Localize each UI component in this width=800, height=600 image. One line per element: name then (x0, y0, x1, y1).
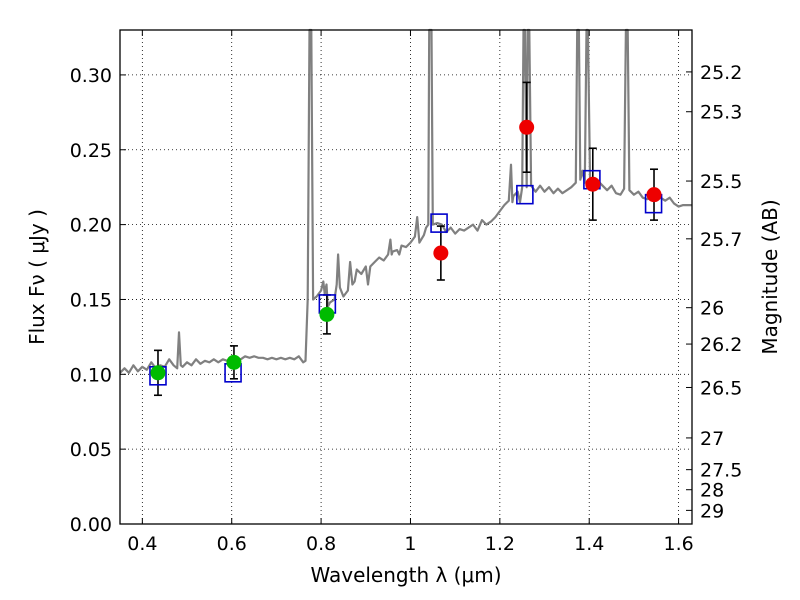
observed-point (319, 306, 335, 322)
observed-point (433, 245, 449, 261)
observed-point (646, 187, 662, 203)
y-axis-label: Flux Fν ( μJy ) (25, 209, 49, 345)
x-tick-label: 0.6 (217, 533, 247, 555)
x-tick-label: 1.4 (574, 533, 604, 555)
y-tick-label: 0.05 (70, 439, 112, 461)
errorbars (153, 81, 659, 397)
plot-frame (119, 29, 693, 525)
model-photometry-square (516, 184, 534, 205)
y-tick-label: 0.25 (70, 140, 112, 162)
y-tick-label: 0.00 (70, 514, 112, 536)
magnitude-tick-label: 25.3 (700, 102, 742, 124)
y-tick-labels: 0.00 0.05 0.10 0.15 0.20 0.25 0.30 (70, 65, 112, 536)
x-tick-label: 0.8 (306, 533, 336, 555)
model-spectrum (119, 28, 692, 374)
magnitude-tick-label: 26.5 (700, 377, 742, 399)
magnitude-tick-label: 27.5 (700, 460, 742, 482)
x-tick-label: 0.4 (127, 533, 157, 555)
magnitude-tick-label: 25.2 (700, 62, 742, 84)
x-axis-label: Wavelength λ (μm) (310, 563, 501, 587)
y-tick-label: 0.30 (70, 65, 112, 87)
model-photometry-squares (149, 169, 663, 386)
ticks (120, 30, 692, 525)
y-tick-label: 0.10 (70, 364, 112, 386)
magnitude-axis-label: Magnitude (AB) (758, 199, 782, 354)
magnitude-tick-label: 25.7 (700, 229, 742, 251)
observed-point (585, 176, 601, 192)
magnitude-tick-label: 28 (700, 480, 724, 502)
model-photometry-square (430, 213, 448, 233)
y-tick-label: 0.15 (70, 289, 112, 311)
magnitude-tick-label: 26 (700, 298, 724, 320)
magnitude-tick-label: 27 (700, 428, 724, 450)
observed-points (150, 119, 662, 381)
y-tick-label: 0.20 (70, 215, 112, 237)
magnitude-tick-label: 29 (700, 500, 724, 522)
magnitude-tick-label: 26.2 (700, 334, 742, 356)
x-tick-labels: 0.4 0.6 0.8 1 1.2 1.4 1.6 (127, 533, 693, 555)
x-tick-label: 1.6 (663, 533, 693, 555)
observed-point (519, 119, 535, 135)
grid-lines (120, 30, 692, 525)
x-tick-label: 1 (404, 533, 416, 555)
observed-point (150, 365, 166, 381)
spectrum-line (119, 28, 692, 374)
observed-point (226, 354, 242, 370)
magnitude-tick-label: 25.5 (700, 171, 742, 193)
x-tick-label: 1.2 (485, 533, 515, 555)
